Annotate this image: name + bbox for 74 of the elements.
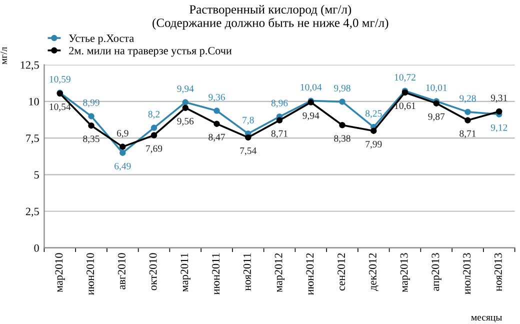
data-label: 8,47 xyxy=(208,134,225,142)
point xyxy=(214,108,220,114)
data-label: 9,31 xyxy=(490,94,508,103)
point xyxy=(370,128,377,134)
data-label: 10,59 xyxy=(50,76,70,84)
y-tick-label: 7,5 xyxy=(26,134,39,144)
data-label: 8,25 xyxy=(365,110,382,118)
data-label: 9,12 xyxy=(490,124,508,132)
data-label: 8,35 xyxy=(83,136,100,144)
data-label: 9,87 xyxy=(428,113,445,122)
x-tick-label: июл2013 xyxy=(463,253,471,294)
data-label: 7,69 xyxy=(146,145,162,154)
point xyxy=(120,150,126,156)
data-label: 7,54 xyxy=(240,148,256,156)
y-axis-title: мг/л xyxy=(0,47,7,64)
x-tick-label: апр2013 xyxy=(432,253,442,291)
data-label: 10,54 xyxy=(50,104,71,112)
data-label: 9,98 xyxy=(334,84,350,93)
chart-title: Растворенный кислород (мг/л) (Содержание должно быть не ниже 4,0 мг/л) xyxy=(152,4,388,30)
data-label: 6,49 xyxy=(114,162,131,171)
data-label: 9,94 xyxy=(177,85,194,94)
x-tick-label: ноя2013 xyxy=(494,253,502,292)
point xyxy=(214,120,220,127)
x-tick-label: мар2012 xyxy=(274,253,285,292)
data-label: 9,94 xyxy=(302,112,320,120)
point xyxy=(464,117,471,124)
data-label: 9,56 xyxy=(177,118,194,126)
legend-label: 2м. мили на траверзе устья р.Сочи xyxy=(69,46,232,57)
data-label: 10,61 xyxy=(394,102,416,110)
data-label: 10,04 xyxy=(300,84,322,92)
y-tick-label: 5 xyxy=(34,171,39,179)
data-label: 10,01 xyxy=(426,84,447,92)
y-tick-label: 2,5 xyxy=(26,208,39,217)
legend-label: Устье р.Хоста xyxy=(68,34,134,44)
data-label: 8,96 xyxy=(271,100,288,108)
data-label: 10,72 xyxy=(394,74,416,82)
point xyxy=(245,134,252,141)
x-tick-label: ноя2011 xyxy=(243,253,251,291)
x-tick-label: дек2012 xyxy=(368,253,378,291)
data-label: 8,38 xyxy=(334,135,350,144)
data-label: 8,2 xyxy=(148,110,160,119)
y-tick-label: 10 xyxy=(29,98,39,106)
data-label: 9,36 xyxy=(208,94,225,102)
y-tick-label: 12,5 xyxy=(20,61,39,70)
point xyxy=(150,132,158,138)
x-tick-label: окт2010 xyxy=(149,253,157,290)
point xyxy=(88,122,94,129)
point xyxy=(182,104,189,111)
x-tick-label: сен2012 xyxy=(338,253,346,290)
data-label: 8,99 xyxy=(83,99,100,108)
data-label: 9,28 xyxy=(460,95,476,104)
x-axis-title: месяцы xyxy=(471,316,502,322)
data-label: 7,8 xyxy=(242,116,254,125)
point xyxy=(276,117,283,124)
x-tick-label: июн2010 xyxy=(86,253,94,295)
x-tick-label: мар2013 xyxy=(400,253,410,292)
x-tick-label: июн2011 xyxy=(212,253,220,295)
x-tick-label: авг2010 xyxy=(118,253,126,290)
point xyxy=(150,124,158,131)
data-label: 8,71 xyxy=(460,130,476,138)
point xyxy=(120,144,126,150)
data-label: 7,99 xyxy=(366,140,382,149)
data-label: 6,9 xyxy=(116,130,128,138)
x-tick-label: июн2012 xyxy=(306,253,314,295)
x-tick-label: мар2010 xyxy=(55,253,65,292)
data-label: 8,71 xyxy=(271,130,288,138)
y-tick-label: 0 xyxy=(34,244,39,252)
point xyxy=(88,113,94,120)
point xyxy=(339,98,346,105)
point xyxy=(464,108,471,116)
x-tick-label: мар2011 xyxy=(180,253,190,292)
point xyxy=(182,99,189,106)
point xyxy=(496,108,502,115)
point xyxy=(339,122,346,128)
